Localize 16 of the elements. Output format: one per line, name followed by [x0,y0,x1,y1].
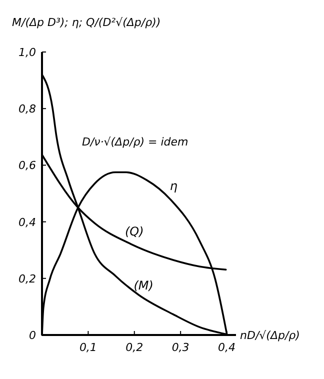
series-label: (M) [134,278,154,293]
y-tick-label: 0 [29,329,36,342]
annotation: D/ν·√(Δp/ρ) = idem [82,135,188,148]
y-tick-label: 0,4 [18,216,36,229]
x-tick-label: 0,4 [218,341,236,354]
y-tick-label: 0,8 [18,102,36,116]
y-tick-label: 1,0 [18,46,36,59]
series-label: η [170,179,178,194]
x-tick-label: 0,1 [79,341,97,354]
x-axis-title: nD/√(Δp/ρ) [240,329,300,342]
x-tick-label: 0,2 [126,341,144,354]
y-axis-title: M/(Δp D³); η; Q/(D²√(Δp/ρ)) [12,16,161,29]
series-label: (Q) [124,224,144,238]
y-tick-label: 0,6 [18,159,36,172]
y-tick-label: 0,2 [18,272,36,286]
x-tick-label: 0,3 [172,341,190,354]
